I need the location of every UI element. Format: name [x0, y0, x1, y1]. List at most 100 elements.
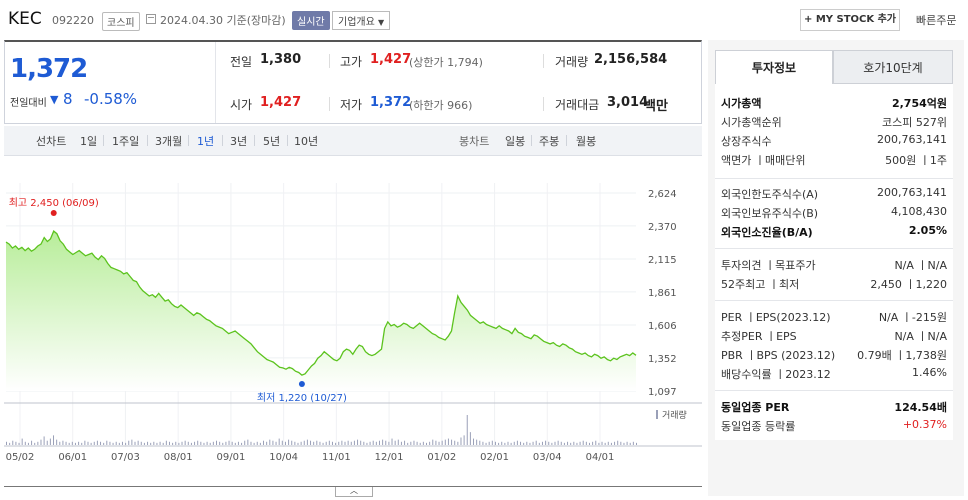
volume-bar	[535, 440, 537, 445]
section-divider	[715, 248, 953, 249]
volume-bar	[228, 440, 230, 445]
volume-bar	[24, 441, 26, 445]
volume-bar	[125, 442, 127, 445]
volume-bar	[570, 442, 572, 445]
volume-bar	[197, 440, 199, 445]
volume-bar	[278, 438, 280, 445]
volume-bar	[451, 439, 453, 445]
volume-bar	[291, 440, 293, 445]
realtime-button[interactable]: 실시간	[292, 11, 330, 30]
line-chart-label[interactable]: 선차트	[36, 135, 67, 148]
tab-1y[interactable]: 1년	[197, 135, 215, 148]
volume-bars: 거래량	[6, 409, 687, 445]
volume-bar	[310, 440, 312, 445]
tab-hoga-10[interactable]: 호가10단계	[833, 50, 953, 84]
volume-bar	[81, 442, 83, 445]
tab-5y[interactable]: 5년	[263, 135, 281, 148]
add-my-stock-label: MY STOCK 추가	[815, 14, 897, 25]
x-tick-label: 07/03	[111, 452, 140, 463]
company-overview-dropdown[interactable]: 기업개요 ▼	[332, 11, 391, 30]
volume-bar	[68, 442, 70, 445]
volume-bar	[394, 440, 396, 445]
chevron-up-icon[interactable]: ︿	[335, 487, 373, 497]
volume-bar	[413, 440, 415, 445]
price-line	[5, 230, 637, 376]
volume-bar	[607, 441, 609, 445]
volume-bar	[18, 442, 20, 445]
volume-bar	[369, 441, 371, 445]
info-label: 52주최고 ㅣ최저	[721, 278, 800, 291]
low-label: 저가	[340, 98, 363, 112]
tab-3m[interactable]: 3개월	[155, 135, 183, 148]
volume-bar	[34, 442, 36, 445]
volume-bar	[84, 440, 86, 445]
info-value: 500원 ㅣ1주	[885, 154, 947, 167]
volume-bar	[297, 442, 299, 445]
volume-bar	[460, 437, 462, 445]
volume-bar	[479, 440, 481, 445]
volume-bar	[404, 440, 406, 445]
volume-bar	[303, 440, 305, 445]
price-chart[interactable]: 2,624 2,370 2,115 1,861 1,606 1,352 1,097 05/0…	[4, 157, 702, 487]
volume-bar	[614, 441, 616, 445]
info-label: PER ㅣEPS(2023.12)	[721, 311, 831, 324]
volume-bar	[466, 415, 468, 445]
high-marker	[50, 210, 57, 216]
info-row: 외국인보유주식수(B) 4,108,430	[721, 205, 947, 223]
volume-bar	[153, 441, 155, 445]
volume-bar	[244, 440, 246, 445]
volume-bar	[548, 441, 550, 445]
info-value: 2,754억원	[891, 97, 947, 110]
tab-1w[interactable]: 1주일	[112, 135, 140, 148]
volume-bar	[347, 440, 349, 445]
volume-bar	[400, 441, 402, 445]
tab-invest-info[interactable]: 투자정보	[715, 50, 833, 84]
volume-bar	[501, 441, 503, 445]
volume-bar	[363, 441, 365, 445]
lower-limit: (하한가 966)	[409, 99, 473, 112]
volume-bar	[520, 441, 522, 445]
volume-bar	[259, 442, 261, 445]
tab-3y[interactable]: 3년	[230, 135, 248, 148]
volume-bar	[429, 441, 431, 445]
volume-bar	[485, 442, 487, 445]
company-overview-label: 기업개요	[338, 17, 375, 28]
volume-bar	[100, 441, 102, 445]
y-tick-label: 2,115	[648, 255, 677, 266]
volume-bar	[62, 440, 64, 445]
volume-bar	[234, 442, 236, 445]
tab-1d[interactable]: 1일	[80, 135, 98, 148]
add-my-stock-button[interactable]: + MY STOCK 추가	[800, 9, 900, 31]
divider	[543, 97, 544, 111]
candle-chart-label[interactable]: 봉차트	[459, 135, 490, 148]
tab-daily[interactable]: 일봉	[505, 135, 526, 148]
volume-bar	[237, 441, 239, 445]
volume-bar	[112, 442, 114, 445]
volume-bar	[545, 440, 547, 445]
volume-bar	[388, 441, 390, 445]
x-tick-label: 08/01	[164, 452, 193, 463]
high-label: 고가	[340, 55, 363, 69]
volume-bar	[488, 441, 490, 445]
quick-order-link[interactable]: 빠른주문	[916, 14, 957, 27]
volume-bar	[118, 442, 120, 445]
x-tick-label: 04/01	[586, 452, 615, 463]
info-row: 동일업종 등락률 +0.37%	[721, 418, 947, 436]
info-row: 투자의견 ㅣ목표주가 N/A ㅣN/A	[721, 257, 947, 275]
volume-bar	[601, 441, 603, 445]
volume-bar	[216, 440, 217, 445]
volume-bar	[190, 442, 192, 445]
info-value: 4,108,430	[891, 205, 947, 218]
tab-10y[interactable]: 10년	[294, 135, 319, 148]
tab-monthly[interactable]: 월봉	[576, 135, 597, 148]
volume-bar	[563, 442, 565, 445]
volume-bar	[194, 441, 196, 445]
tab-weekly[interactable]: 주봉	[539, 135, 560, 148]
y-tick-label: 2,370	[648, 222, 677, 233]
high-value: 1,427	[370, 52, 412, 67]
volume-bar	[15, 441, 17, 445]
volume-bar	[335, 442, 337, 445]
info-value: +0.37%	[902, 418, 947, 431]
info-value: N/A ㅣN/A	[894, 330, 947, 343]
volume-bar	[322, 442, 324, 445]
